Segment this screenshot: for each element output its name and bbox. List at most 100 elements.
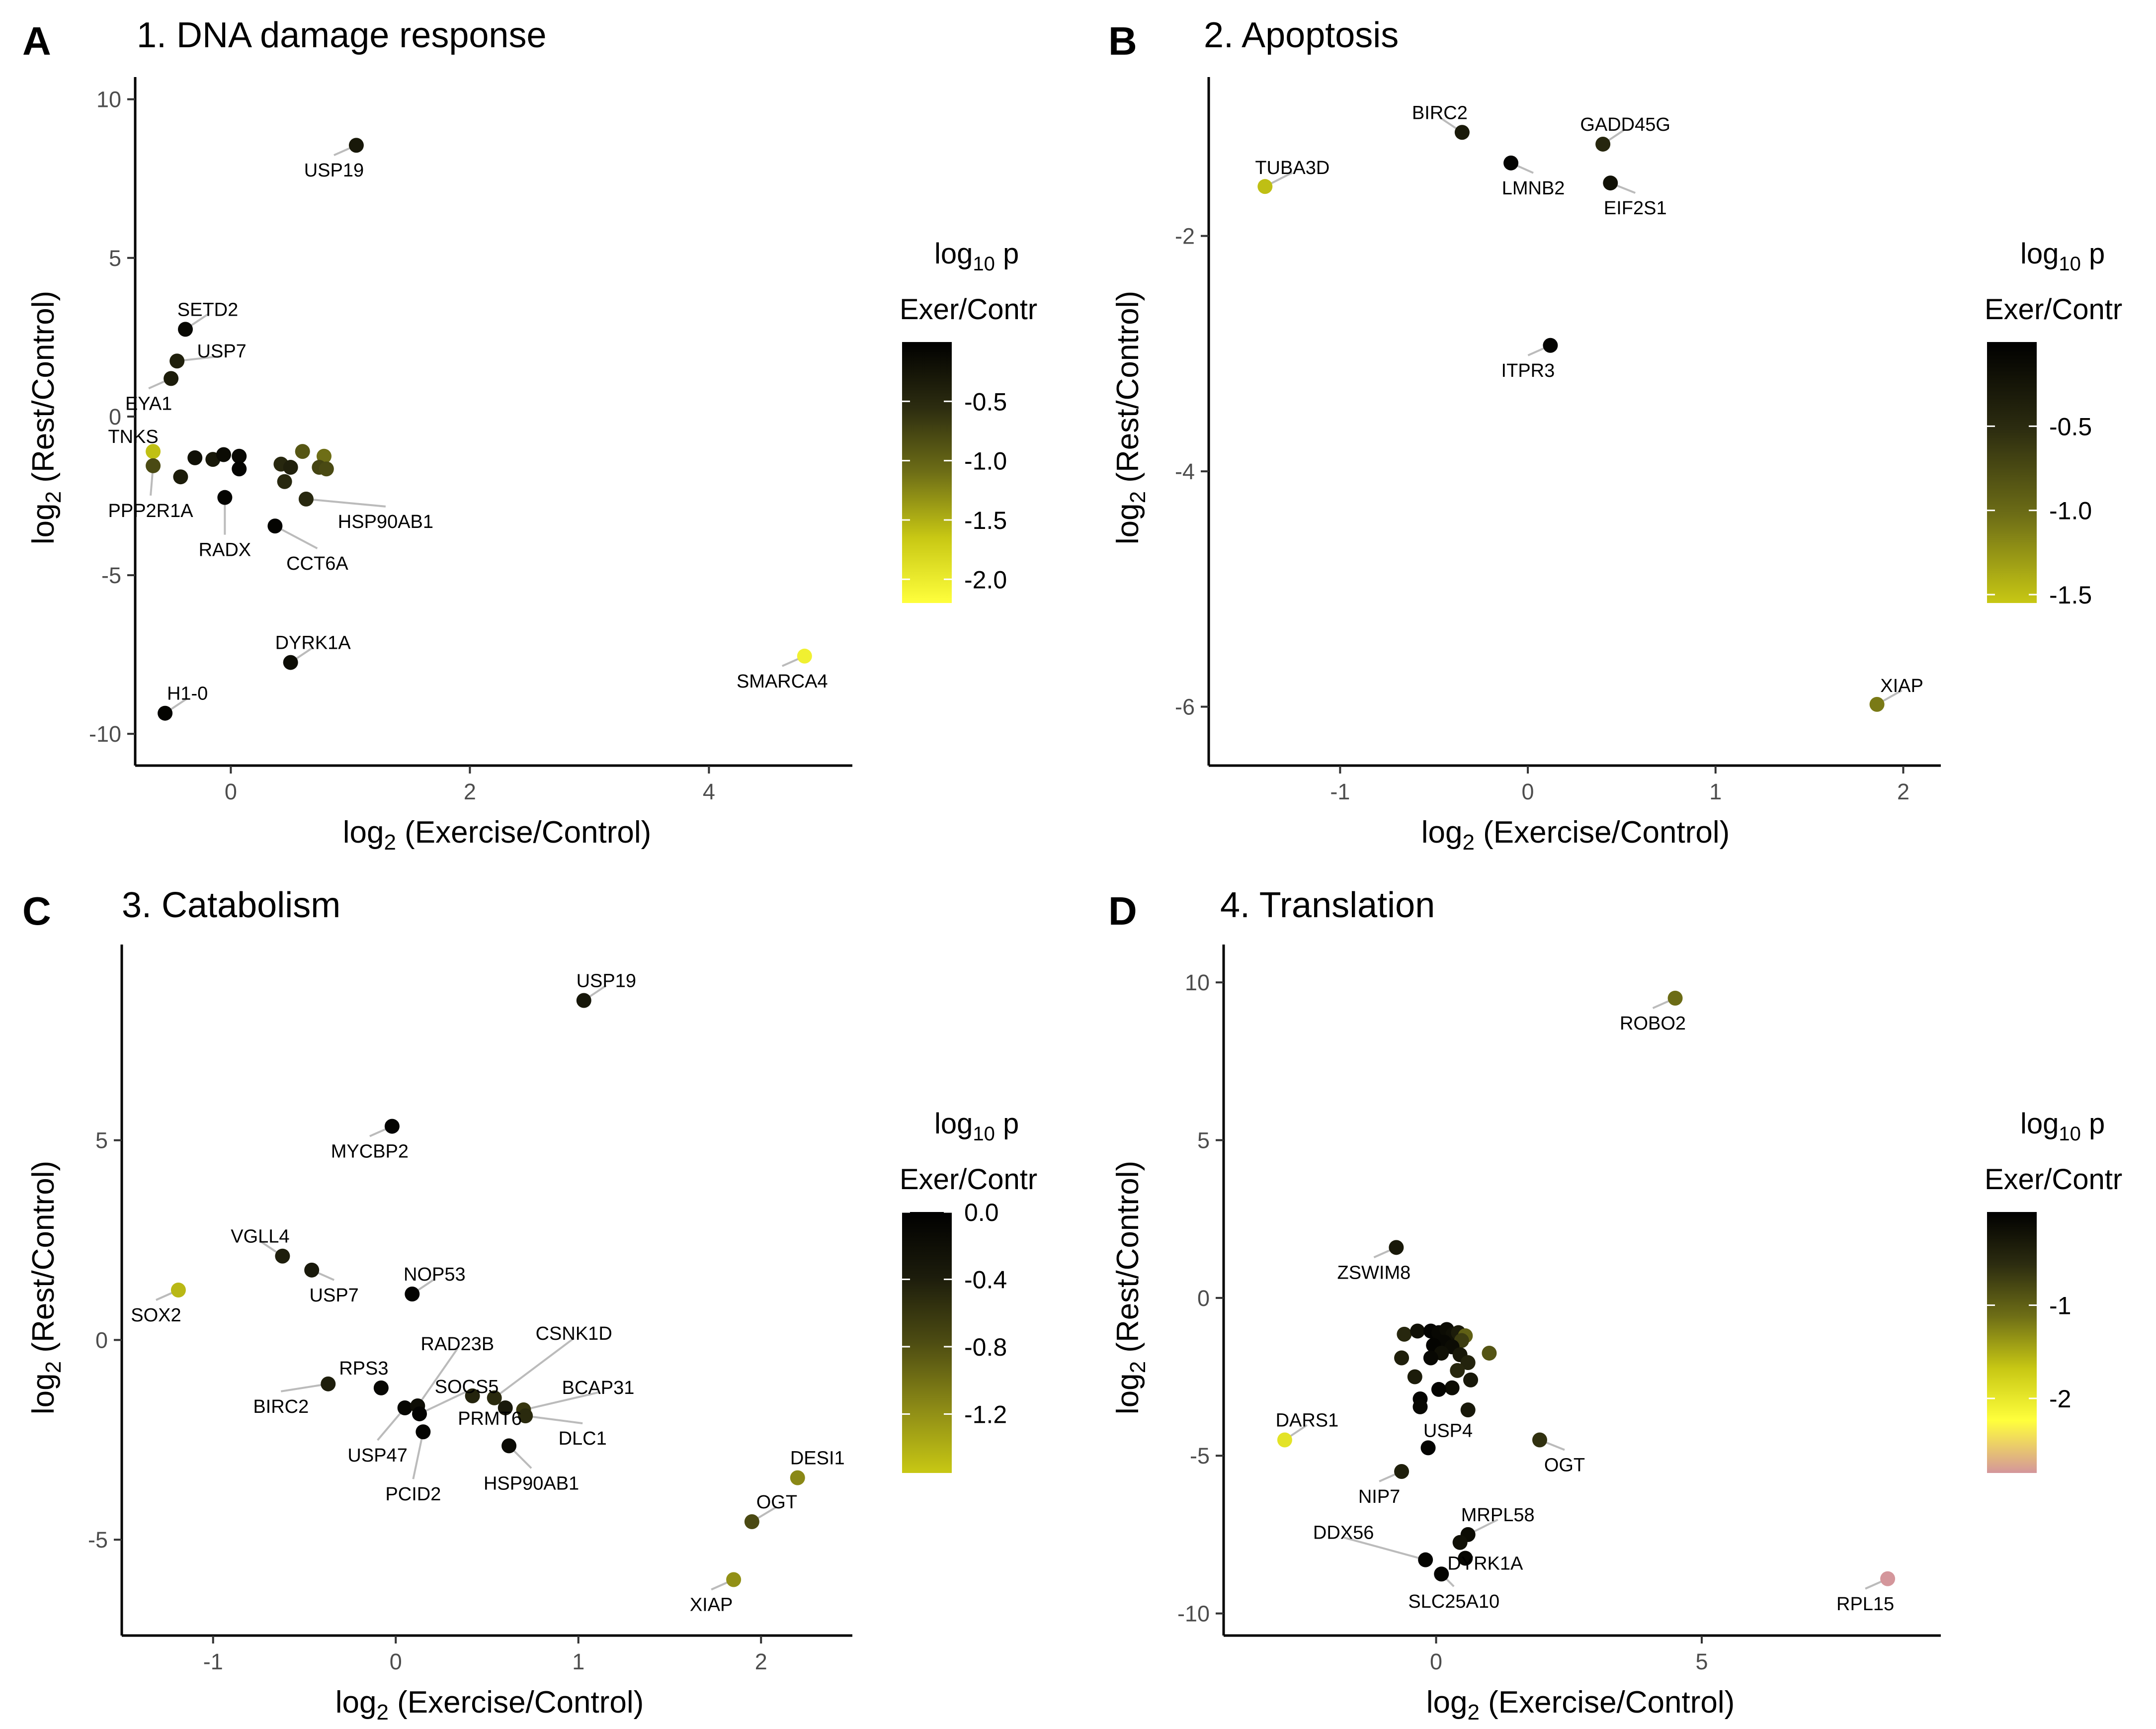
colorbar-tick-label: -1 [2049,1292,2071,1320]
data-point[interactable] [232,461,247,477]
data-point[interactable] [397,1400,413,1416]
data-point[interactable] [405,1287,420,1302]
x-axis-title: log2 (Exercise/Control) [343,815,652,855]
x-tick-label: -1 [203,1649,223,1674]
data-point[interactable] [373,1380,389,1395]
data-point[interactable] [169,353,185,369]
panel-letter: D [1108,889,1137,933]
data-point[interactable] [146,444,161,459]
x-tick-label: 5 [1695,1649,1708,1674]
data-point[interactable] [1450,1363,1465,1378]
point-label: NIP7 [1358,1486,1400,1507]
data-point[interactable] [283,655,298,670]
data-point[interactable] [1410,1323,1425,1339]
data-point[interactable] [1444,1380,1460,1395]
data-point[interactable] [283,460,298,475]
data-point[interactable] [1454,125,1470,140]
legend-subtitle: Exer/Contr [1985,1163,2122,1196]
legend-subtitle: Exer/Contr [900,293,1037,326]
data-point[interactable] [187,450,203,465]
data-point[interactable] [1463,1372,1479,1387]
data-point[interactable] [298,491,314,507]
point-label: DESI1 [790,1448,845,1469]
data-point[interactable] [1543,338,1558,353]
data-point[interactable] [348,138,364,153]
data-point[interactable] [1397,1326,1412,1342]
point-label: USP7 [197,341,247,362]
data-point[interactable] [744,1514,759,1530]
data-point[interactable] [790,1470,805,1485]
data-point[interactable] [501,1438,517,1454]
data-point[interactable] [164,371,179,386]
panel-b: B 2. Apoptosis -1 0 1 2 -2 -4 -6 TUBA3D BIRC2 LMN… [1108,15,2122,855]
x-tick-label: 2 [464,779,476,804]
leader-line [306,498,386,508]
data-point[interactable] [232,448,247,464]
data-point[interactable] [173,469,188,485]
data-point[interactable] [465,1388,480,1403]
data-point[interactable] [1452,1535,1468,1550]
legend-title: log10 p [2020,1108,2105,1145]
data-point[interactable] [1412,1399,1428,1414]
data-point[interactable] [415,1424,431,1440]
data-point[interactable] [216,447,231,462]
data-point[interactable] [1532,1432,1547,1448]
panel-title: 1. DNA damage response [137,15,546,55]
data-point[interactable] [158,705,173,721]
data-point[interactable] [170,1283,186,1297]
points [146,138,812,721]
colorbar-tick-label: -2.0 [964,566,1007,594]
data-point[interactable] [1394,1350,1410,1366]
data-point[interactable] [1394,1464,1410,1479]
x-tick-label: 2 [755,1649,767,1674]
data-point[interactable] [1277,1432,1292,1448]
y-tick-label: -5 [101,563,121,588]
data-point[interactable] [1458,1551,1473,1566]
data-point[interactable] [1503,155,1519,171]
data-point[interactable] [1389,1240,1404,1255]
data-point[interactable] [304,1262,320,1278]
data-point[interactable] [1482,1345,1497,1361]
data-point[interactable] [1869,696,1885,712]
data-point[interactable] [797,648,812,664]
data-point[interactable] [275,1248,290,1264]
panel-letter: A [22,19,51,63]
data-point[interactable] [518,1408,533,1424]
data-point[interactable] [277,474,292,489]
data-point[interactable] [1603,175,1618,191]
data-point[interactable] [1257,179,1273,194]
data-point[interactable] [1460,1355,1476,1370]
data-point[interactable] [487,1390,502,1405]
data-point[interactable] [576,993,591,1008]
data-point[interactable] [295,444,310,459]
data-point[interactable] [1418,1552,1433,1567]
point-label: USP19 [577,970,636,991]
y-tick-label: -4 [1175,459,1195,484]
data-point[interactable] [1434,1566,1449,1582]
leader-line [1343,1536,1426,1561]
scatter-plot-apoptosis: -1 0 1 2 -2 -4 -6 TUBA3D BIRC2 LMNB2 GADD45G EIF2S1… [1175,77,1941,804]
data-point[interactable] [321,1376,336,1391]
panel-title: 4. Translation [1220,885,1435,925]
point-labels: USP19 MYCBP2 VGLL4 USP7 SOX2 NOP53 BIRC2 RPS3 US… [131,970,844,1615]
data-point[interactable] [1407,1369,1422,1384]
data-point[interactable] [217,490,233,505]
data-point[interactable] [319,461,334,477]
data-point[interactable] [384,1119,400,1134]
data-point[interactable] [1595,136,1611,152]
point-label: OGT [1544,1455,1585,1475]
data-point[interactable] [178,322,193,337]
data-point[interactable] [1423,1350,1438,1366]
data-point[interactable] [1667,990,1683,1006]
data-point[interactable] [412,1406,427,1422]
data-point[interactable] [1460,1402,1476,1418]
data-point[interactable] [498,1400,513,1416]
data-point[interactable] [146,458,161,473]
panel-a: A 1. DNA damage response 0 2 4 -10 -5 0 5 10 USP… [22,15,1037,855]
data-point[interactable] [726,1572,742,1587]
data-point[interactable] [1420,1440,1436,1456]
data-point[interactable] [1431,1382,1446,1397]
data-point[interactable] [267,519,283,534]
color-legend: log10 p Exer/Contr -0.5 -1.0 -1.5 -2.0 [900,238,1037,603]
data-point[interactable] [1880,1571,1896,1586]
